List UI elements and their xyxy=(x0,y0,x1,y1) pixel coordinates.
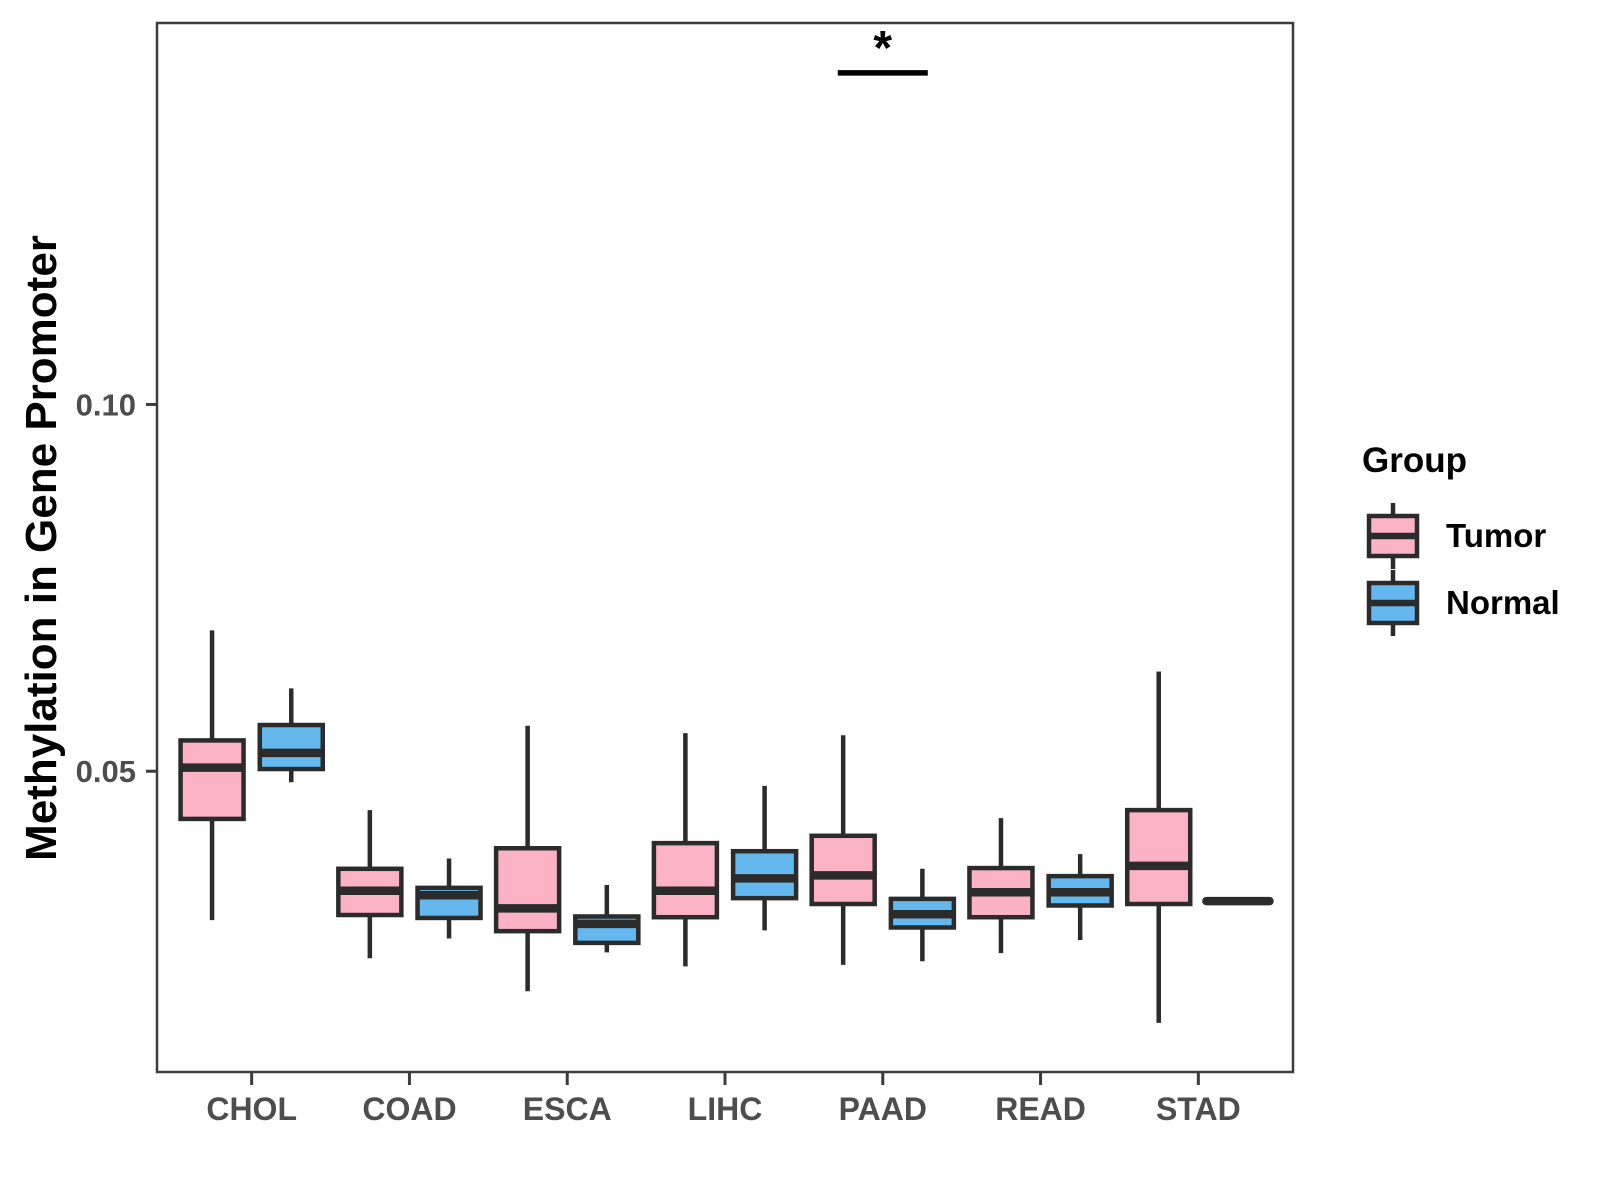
y-axis-title: Methylation in Gene Promoter xyxy=(17,235,66,861)
tumor-boxplot-key-icon xyxy=(1366,502,1420,569)
boxplot-stad-tumor-box xyxy=(1124,807,1193,907)
legend-item-normal: Normal xyxy=(1364,569,1560,636)
x-tick-label-read: READ xyxy=(995,1091,1086,1127)
x-tick-label-paad: PAAD xyxy=(839,1091,927,1127)
boxplot-lihc-tumor-box xyxy=(651,840,720,920)
legend-item-tumor: Tumor xyxy=(1364,502,1560,569)
x-tick-label-stad: STAD xyxy=(1156,1091,1241,1127)
boxplot-chol-tumor-box xyxy=(178,738,246,822)
legend-label-normal: Normal xyxy=(1446,583,1560,621)
boxplot-paad-tumor-box xyxy=(809,833,877,907)
x-tick-label-esca: ESCA xyxy=(523,1091,612,1127)
legend: Group Tumor Normal xyxy=(1342,440,1560,636)
x-tick-label-lihc: LIHC xyxy=(688,1091,763,1127)
y-tick-label: 0.05 xyxy=(76,754,136,789)
legend-title: Group xyxy=(1362,441,1467,480)
y-tick-label: 0.10 xyxy=(76,387,136,422)
boxplot-chol-normal-box xyxy=(257,722,326,772)
significance-star-paad: * xyxy=(873,22,892,75)
x-tick-label-coad: COAD xyxy=(362,1091,456,1127)
boxplot-esca-tumor-box xyxy=(493,846,562,934)
normal-boxplot-key-icon xyxy=(1366,569,1420,636)
legend-label-tumor: Tumor xyxy=(1446,516,1547,554)
x-tick-label-chol: CHOL xyxy=(206,1091,297,1127)
panel-border xyxy=(155,21,1295,1074)
